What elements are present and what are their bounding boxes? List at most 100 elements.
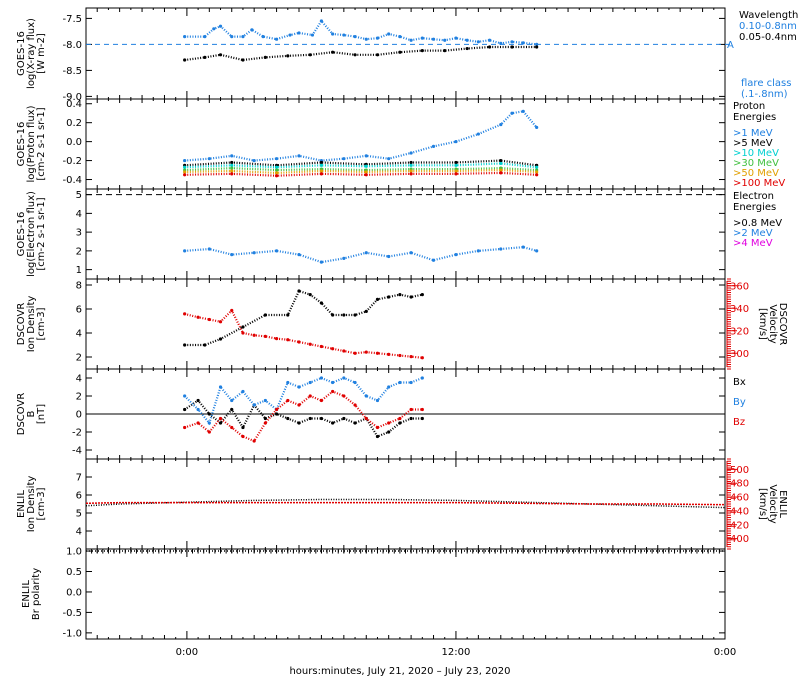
data-point bbox=[535, 249, 539, 253]
series->50 MeV bbox=[183, 168, 539, 175]
y-axis-label: GOES-16log(X-ray flux)[W m-2] bbox=[16, 18, 47, 89]
data-point bbox=[207, 430, 211, 434]
panel-frame bbox=[85, 98, 726, 190]
data-point bbox=[487, 45, 492, 49]
legend-title: Energies bbox=[733, 202, 776, 213]
series-trace bbox=[184, 162, 537, 169]
velocity-tick-label: 480 bbox=[730, 479, 749, 490]
y-axis-label: GOES-16log(Electron flux)[cm-2 s-1 sr-1] bbox=[16, 191, 47, 277]
velocity-tick-label: 340 bbox=[730, 304, 749, 315]
series-trace bbox=[184, 390, 423, 443]
data-point bbox=[286, 313, 290, 317]
panel-frame bbox=[85, 188, 726, 280]
data-point bbox=[241, 425, 245, 430]
data-point bbox=[420, 293, 424, 297]
data-point bbox=[207, 412, 211, 416]
legend-entry: >5 MeV bbox=[733, 138, 773, 149]
y-tick-label: -1.0 bbox=[62, 628, 82, 639]
y-tick-label: -0.4 bbox=[62, 175, 82, 186]
panel-proton: 0.4 0.2 0.0 -0.2 -0.4 GOES-16log(Proton flux)… bbox=[16, 98, 785, 190]
data-point bbox=[183, 170, 187, 174]
data-point bbox=[183, 407, 187, 412]
y-tick-label: -9.0 bbox=[62, 92, 82, 103]
data-point bbox=[183, 394, 187, 398]
y-tick-label: -0.2 bbox=[62, 156, 82, 167]
y-tick-label: -0.5 bbox=[62, 608, 82, 619]
data-point bbox=[398, 50, 402, 54]
series-trace bbox=[184, 246, 537, 264]
data-point bbox=[420, 407, 424, 412]
series->10 MeV bbox=[183, 161, 539, 169]
y-tick-label: 2 bbox=[76, 246, 82, 257]
y-tick-label: 4 bbox=[76, 209, 82, 220]
data-point bbox=[274, 165, 279, 169]
legend-entry: Bx bbox=[733, 377, 746, 388]
legend-entry: >30 MeV bbox=[733, 158, 779, 169]
velocity-tick-label: 400 bbox=[730, 534, 749, 545]
series-trace bbox=[184, 399, 423, 438]
data-point bbox=[420, 356, 424, 360]
velocity-tick-label: 360 bbox=[730, 281, 749, 292]
series-line bbox=[85, 501, 726, 506]
data-point bbox=[183, 158, 187, 163]
y-tick-label: -4 bbox=[72, 446, 82, 457]
series-trace bbox=[184, 19, 537, 46]
series-trace bbox=[183, 376, 423, 426]
velocity-tick-label: 320 bbox=[730, 326, 749, 337]
panel-xray: -7.5 -8.0 -8.5 -9.0 A GOES-16log(X-ray flux)[… bbox=[16, 7, 798, 103]
panel-dscovr_density: 8 6 4 2 360 340 320 300 DSCOVRVelocity[km/s] DSCO… bbox=[16, 278, 788, 370]
legend-entry: 0.05-0.4nm bbox=[739, 32, 797, 43]
data-point bbox=[183, 35, 187, 39]
velocity-tick-label: 500 bbox=[730, 465, 749, 476]
data-point bbox=[535, 125, 539, 130]
panel-frame bbox=[85, 7, 726, 100]
y-axis-label: GOES-16log(Proton flux)[cm-2 s-1 sr-1] bbox=[16, 105, 47, 182]
y-tick-label: -2 bbox=[72, 428, 82, 439]
panel-enlil_density: 7 6 5 4 500 480 460 440 420 400 ENLILVelocity[km/s… bbox=[16, 458, 788, 550]
velocity-tick-label: 420 bbox=[730, 520, 749, 531]
series-trace bbox=[184, 171, 537, 177]
velocity-tick-label: 440 bbox=[730, 506, 749, 517]
y-tick-label: 6 bbox=[76, 305, 82, 316]
velocity-tick-label: 460 bbox=[730, 493, 749, 504]
y-tick-label: -7.5 bbox=[62, 14, 82, 25]
y-tick-label: 0.5 bbox=[66, 567, 82, 578]
series-By bbox=[183, 376, 424, 426]
data-point bbox=[375, 351, 380, 355]
legend-title: Wavelength bbox=[739, 10, 798, 21]
series-velocity bbox=[183, 308, 424, 360]
y-tick-label: 7 bbox=[76, 473, 82, 484]
y-tick-label: 1 bbox=[76, 265, 82, 276]
legend-title: Electron bbox=[733, 191, 774, 202]
legend-entry: >1 MeV bbox=[733, 128, 773, 139]
x-tick-label: 12:00 bbox=[442, 647, 471, 658]
y-axis-label: ENLILBr polarity bbox=[21, 568, 42, 620]
data-point bbox=[535, 45, 539, 49]
data-point bbox=[409, 355, 413, 359]
y-tick-label: 1.0 bbox=[66, 547, 82, 558]
legend-entry: >0.8 MeV bbox=[733, 218, 782, 229]
y-tick-label: 0.4 bbox=[66, 99, 82, 110]
series-0.10-0.8nm bbox=[183, 19, 539, 47]
y-tick-label: 0 bbox=[76, 410, 82, 421]
series-polarity bbox=[85, 548, 726, 554]
series-trace bbox=[184, 308, 423, 359]
panel-frame bbox=[85, 548, 726, 640]
legend-entry: >100 MeV bbox=[733, 178, 785, 189]
series-trace bbox=[184, 45, 537, 62]
legend-entry: >2 MeV bbox=[733, 228, 773, 239]
series->1 MeV bbox=[183, 109, 539, 163]
y-axis-label: ENLILIon Density[cm-3] bbox=[16, 476, 47, 533]
series->2 MeV bbox=[183, 245, 539, 264]
flare-class-label: (.1-.8nm) bbox=[741, 89, 788, 100]
data-point bbox=[183, 343, 187, 347]
data-point bbox=[454, 169, 458, 173]
legend-entry: >4 MeV bbox=[733, 238, 773, 249]
y-tick-label: 0.0 bbox=[66, 587, 82, 598]
data-point bbox=[454, 163, 458, 167]
velocity-axis-label: ENLILVelocity[km/s] bbox=[757, 484, 788, 523]
data-point bbox=[183, 165, 187, 169]
y-tick-label: 2 bbox=[76, 353, 82, 364]
panel-dscovr_b: 4 2 0 -2 -4 DSCOVRB[nT] Bx By Bz bbox=[16, 368, 746, 460]
data-point bbox=[183, 58, 187, 62]
